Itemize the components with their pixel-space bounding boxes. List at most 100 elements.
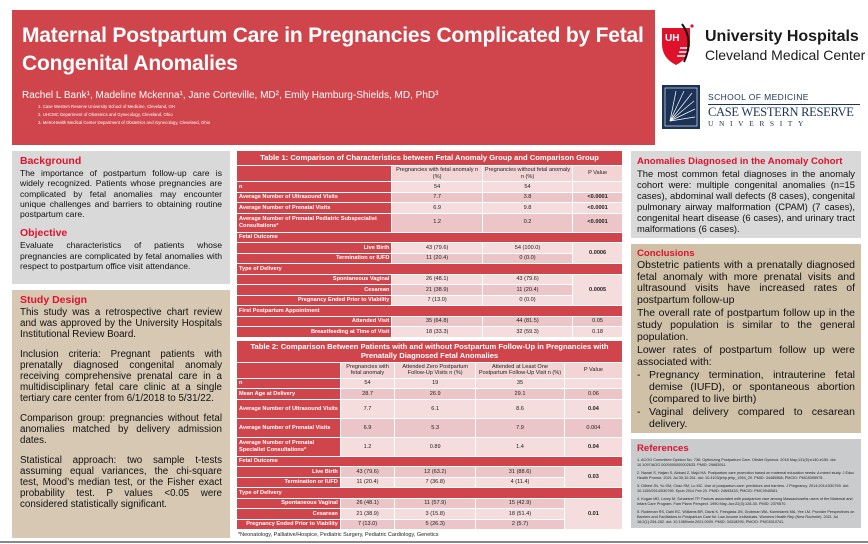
table-row: Cesarean 21 (38.9) 3 (15.8) 18 (51.4) [237, 509, 622, 519]
right-column: Anomalies Diagnosed in the Anomaly Cohor… [631, 151, 861, 529]
cell-value: 19 [395, 378, 476, 389]
table-row: Termination or IUFD 11 (20.4) 0 (0.0) [237, 253, 622, 264]
affiliation: 1. Case Western Reserve University Schoo… [38, 104, 176, 109]
row-label: Average Number of Prenatal Visits [237, 418, 340, 437]
row-label: Average Number of Ultrasound Visits [237, 399, 340, 418]
p-value: 0.0006 [573, 243, 622, 264]
table-footnote: *Neonatology, Palliative/Hospice, Pediat… [238, 532, 439, 539]
column-header: P Value [573, 166, 622, 182]
background-heading: Background [20, 155, 82, 167]
conclusion-bullet: - Pregnancy termination, intrauterine fet… [637, 369, 855, 405]
cell-value: 15 (42.9) [476, 498, 564, 509]
column-header: Pregnancies without fetal anomaly n (%) [482, 166, 573, 182]
study-design-panel: Study Design This study was a retrospect… [12, 290, 230, 538]
conclusion-bullet-text: Vaginal delivery compared to cesarean de… [649, 406, 855, 430]
divider [708, 104, 860, 105]
cell-value: 7.7 [340, 399, 395, 418]
study-design-text: This study was a retrospective chart rev… [20, 307, 222, 340]
objective-heading: Objective [20, 227, 68, 240]
table-row: n 54 19 35 [237, 378, 622, 389]
p-value: 0.01 [564, 498, 622, 530]
cell-value: 11 (57.9) [395, 498, 476, 509]
divider [0, 541, 868, 543]
cell-value: 1.2 [340, 437, 395, 456]
anomalies-text: The most common fetal diagnoses in the a… [637, 168, 855, 234]
study-design-heading: Study Design [20, 294, 88, 306]
cell-value: 35 [476, 378, 564, 389]
p-value: <0.0001 [573, 203, 622, 213]
conclusion-bullet-text: Pregnancy termination, intrauterine feta… [649, 369, 855, 405]
table-row: n 54 54 [237, 182, 622, 192]
cell-value: 26.9 [395, 389, 476, 399]
table-row: Breastfeeding at Time of Visit 18 (33.3) 3… [237, 327, 622, 337]
cell-value: 3 (15.8) [395, 509, 476, 519]
cell-value: 31 (88.6) [476, 467, 564, 477]
cell-value: 8.6 [476, 399, 564, 418]
row-label: Average Number of Ultrasound Visits [237, 192, 392, 203]
column-header [237, 166, 392, 182]
row-label: Spontaneous Vaginal [237, 498, 340, 509]
p-value: <0.0001 [573, 213, 622, 232]
column-header: Attended Zero Postpartum Follow-Up Visit… [395, 362, 476, 378]
cell-value: 11 (20.4) [392, 253, 482, 264]
cell-value: 0 (0.0) [482, 295, 573, 306]
table-row: Live Birth 43 (79.6) 12 (63.2) 31 (88.6) 0.0… [237, 467, 622, 488]
table-row: Average Number of Ultrasound Visits 7.7 6.… [237, 399, 622, 418]
table-row: Attended Visit 35 (64.8) 44 (81.5) 0.05 [237, 316, 622, 327]
cell-value: 4 (11.4) [476, 477, 564, 488]
cell-value: 29.1 [476, 389, 564, 399]
cell-value: 21 (38.9) [392, 285, 482, 295]
row-label: Termination or IUFD [237, 477, 340, 488]
cell-value: 6.9 [392, 203, 482, 213]
study-design-text: Comparison group: pregnancies without fe… [20, 413, 222, 446]
table-row: Average Number of Ultrasound Visits 7.7 3.… [237, 192, 622, 203]
table-row: Fetal Outcome [237, 232, 622, 243]
row-label: Attended Visit [237, 316, 392, 327]
reference-item: 2. Nazari S, Hajian S, Abbasi Z, Majd HA… [637, 471, 855, 481]
p-value: 0.004 [564, 418, 622, 437]
references-panel: References 1. ACOG Committee Opinion No.… [631, 439, 861, 529]
uh-subname: Cleveland Medical Center [705, 47, 866, 63]
cell-value: 43 (79.6) [340, 467, 395, 477]
conclusions-panel: Conclusions Obstetric patients with a pr… [631, 244, 861, 434]
table-2: Table 2: Comparison Between Patients wit… [236, 339, 623, 531]
cell-value: 43 (79.6) [392, 243, 482, 253]
conclusion-text: Lower rates of postpartum follow up were… [637, 344, 855, 368]
p-value: <0.0001 [573, 192, 622, 203]
reference-item: 1. ACOG Committee Opinion No. 736: Optim… [637, 458, 837, 468]
cell-value: 7.7 [392, 192, 482, 203]
uh-shield-icon: UH [662, 23, 694, 65]
cell-value: 54 [482, 182, 573, 192]
row-label: Average Number of Prenatal Pediatric Sub… [237, 213, 392, 232]
row-label: Average Number of Prenatal Visits [237, 203, 392, 213]
cell-value: 11 (20.4) [482, 285, 573, 295]
table-row: Average Number of Prenatal Specialist Co… [237, 437, 622, 456]
table-row: Cesarean 21 (38.9) 11 (20.4) [237, 285, 622, 295]
row-label: Spontaneous Vaginal [237, 274, 392, 285]
cell-value: 1.2 [392, 213, 482, 232]
cell-value: 54 [340, 378, 395, 389]
table-row: First Postpartum Appointment [237, 306, 622, 316]
column-header: Attended at Least One Postpartum Follow-… [476, 362, 564, 378]
left-column: Background The importance of postpartum … [12, 151, 230, 538]
cell-value: 32 (59.3) [482, 327, 573, 337]
cell-value: 18 (33.3) [392, 327, 482, 337]
table-row: Average Number of Prenatal Visits 6.9 5.3 7… [237, 418, 622, 437]
cell-value: 5 (26.3) [395, 519, 476, 530]
table-row: Fetal Outcome [237, 456, 622, 467]
reference-item: 5. Rudeman RS, Dahl EC, Williams BR, Dav… [637, 510, 855, 525]
cell-value: 44 (81.5) [482, 316, 573, 327]
p-value: 0.04 [564, 399, 622, 418]
cwru-university: UNIVERSITY [708, 119, 809, 128]
section-header: Fetal Outcome [237, 456, 622, 467]
poster-header: Maternal Postpartum Care in Pregnancies … [12, 10, 655, 145]
table-title: Table 2: Comparison Between Patients wit… [237, 340, 622, 362]
cell-value: 0.89 [395, 437, 476, 456]
conclusion-text: The overall rate of postpartum follow up… [637, 307, 855, 343]
row-label: Termination or IUFD [237, 253, 392, 264]
conclusion-text: Obstetric patients with a prenatally dia… [637, 259, 855, 306]
row-label: Live Birth [237, 467, 340, 477]
cell-value: 0 (0.0) [482, 253, 573, 264]
affiliation: 3. MetroHealth Medical Center Department… [38, 120, 211, 125]
cell-value: 6.9 [340, 418, 395, 437]
